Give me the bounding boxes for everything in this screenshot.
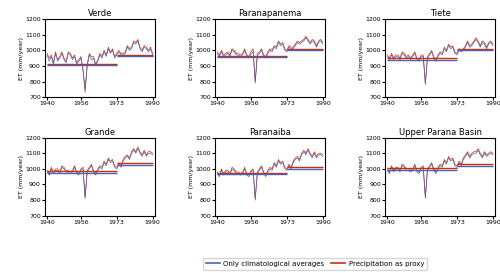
Title: Tiete: Tiete: [430, 9, 450, 18]
Title: Upper Parana Basin: Upper Parana Basin: [398, 128, 481, 137]
Y-axis label: ET (mm/year): ET (mm/year): [189, 37, 194, 80]
Y-axis label: ET (mm/year): ET (mm/year): [359, 37, 364, 80]
Legend: Only climatological averages, Precipitation as proxy: Only climatological averages, Precipitat…: [203, 258, 427, 269]
Y-axis label: ET (mm/year): ET (mm/year): [359, 155, 364, 198]
Y-axis label: ET (mm/year): ET (mm/year): [19, 155, 24, 198]
Title: Paranapanema: Paranapanema: [238, 9, 302, 18]
Y-axis label: ET (mm/year): ET (mm/year): [189, 155, 194, 198]
Y-axis label: ET (mm/year): ET (mm/year): [19, 37, 24, 80]
Title: Grande: Grande: [84, 128, 116, 137]
Title: Paranaiba: Paranaiba: [249, 128, 291, 137]
Title: Verde: Verde: [88, 9, 112, 18]
